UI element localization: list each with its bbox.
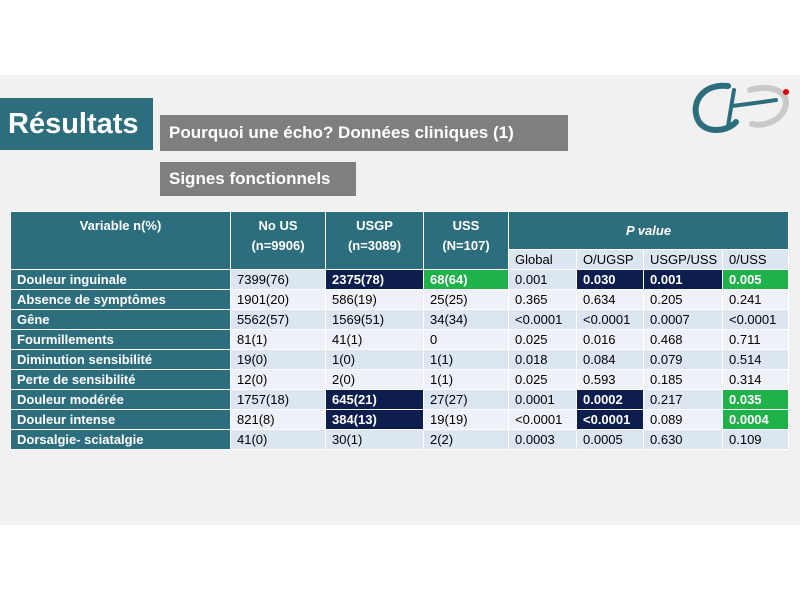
- cell-usgp: 384(13): [325, 409, 424, 430]
- cell-uss: 25(25): [423, 289, 509, 310]
- cell-uss: 0: [423, 329, 509, 350]
- cell-p-o-ugsp: <0.0001: [576, 309, 644, 330]
- row-label: Perte de sensibilité: [10, 369, 231, 390]
- col-header-usgp: USGP (n=3089): [325, 211, 424, 270]
- cell-p-o-ugsp: <0.0001: [576, 409, 644, 430]
- page-subtitle: Pourquoi une écho? Données cliniques (1): [160, 115, 568, 151]
- cell-p-o-ugsp: 0.634: [576, 289, 644, 310]
- row-label: Absence de symptômes: [10, 289, 231, 310]
- cell-p-global: 0.365: [508, 289, 577, 310]
- cell-p-global: 0.025: [508, 369, 577, 390]
- cell-uss: 1(1): [423, 349, 509, 370]
- subheader-global: Global: [508, 249, 577, 270]
- cell-usgp: 30(1): [325, 429, 424, 450]
- cell-p-usgp-uss: 0.001: [643, 269, 723, 290]
- cell-nous: 1757(18): [230, 389, 326, 410]
- cell-uss: 27(27): [423, 389, 509, 410]
- cell-p-o-ugsp: 0.016: [576, 329, 644, 350]
- col-header-pvalue: P value: [507, 211, 790, 250]
- cell-nous: 12(0): [230, 369, 326, 390]
- cell-uss: 19(19): [423, 409, 509, 430]
- cell-p-usgp-uss: 0.630: [643, 429, 723, 450]
- cell-uss: 34(34): [423, 309, 509, 330]
- row-label: Douleur modérée: [10, 389, 231, 410]
- cell-p-o-ugsp: 0.084: [576, 349, 644, 370]
- cell-p-usgp-uss: 0.089: [643, 409, 723, 430]
- cell-uss: 1(1): [423, 369, 509, 390]
- cell-usgp: 2375(78): [325, 269, 424, 290]
- table-row: Absence de symptômes 1901(20) 586(19) 25…: [10, 289, 790, 310]
- cell-nous: 5562(57): [230, 309, 326, 330]
- cell-nous: 1901(20): [230, 289, 326, 310]
- cell-nous: 7399(76): [230, 269, 326, 290]
- row-label: Douleur inguinale: [10, 269, 231, 290]
- row-label: Fourmillements: [10, 329, 231, 350]
- cell-nous: 821(8): [230, 409, 326, 430]
- cell-p-0-uss: 0.241: [721, 289, 790, 310]
- cell-uss: 2(2): [423, 429, 509, 450]
- table-row: Douleur modérée 1757(18) 645(21) 27(27) …: [10, 389, 790, 410]
- cell-usgp: 1569(51): [325, 309, 424, 330]
- cell-usgp: 1(0): [325, 349, 424, 370]
- cell-p-0-uss: <0.0001: [721, 309, 790, 330]
- row-label: Diminution sensibilité: [10, 349, 231, 370]
- row-label: Gêne: [10, 309, 231, 330]
- cell-p-global: 0.025: [508, 329, 577, 350]
- cell-p-usgp-uss: 0.079: [643, 349, 723, 370]
- subheader-usgp-uss: USGP/USS: [643, 249, 723, 270]
- cell-p-0-uss: 0.314: [721, 369, 790, 390]
- cell-nous: 81(1): [230, 329, 326, 350]
- cell-p-usgp-uss: 0.185: [643, 369, 723, 390]
- table-row: Dorsalgie- sciatalgie 41(0) 30(1) 2(2) 0…: [10, 429, 790, 450]
- col-header-uss: USS (N=107): [423, 211, 509, 270]
- table-row: Douleur intense 821(8) 384(13) 19(19) <0…: [10, 409, 790, 430]
- results-table: Variable n(%) No US (n=9906) USGP (n=3089)…: [10, 211, 790, 450]
- cell-p-global: <0.0001: [508, 409, 577, 430]
- cell-p-0-uss: 0.514: [721, 349, 790, 370]
- subheader-0-uss: 0/USS: [721, 249, 790, 270]
- table-row: Perte de sensibilité 12(0) 2(0) 1(1) 0.0…: [10, 369, 790, 390]
- cell-usgp: 2(0): [325, 369, 424, 390]
- cell-nous: 41(0): [230, 429, 326, 450]
- table-row: Fourmillements 81(1) 41(1) 0 0.025 0.016…: [10, 329, 790, 350]
- cell-p-global: 0.001: [508, 269, 577, 290]
- cell-p-o-ugsp: 0.0005: [576, 429, 644, 450]
- cell-p-o-ugsp: 0.030: [576, 269, 644, 290]
- cell-p-global: 0.0001: [508, 389, 577, 410]
- cell-usgp: 41(1): [325, 329, 424, 350]
- subheader-o-ugsp: O/UGSP: [576, 249, 644, 270]
- cell-p-o-ugsp: 0.593: [576, 369, 644, 390]
- table-row: Gêne 5562(57) 1569(51) 34(34) <0.0001 <0…: [10, 309, 790, 330]
- cell-p-usgp-uss: 0.0007: [643, 309, 723, 330]
- table-row: Douleur inguinale 7399(76) 2375(78) 68(6…: [10, 269, 790, 290]
- cell-p-0-uss: 0.711: [721, 329, 790, 350]
- cell-usgp: 586(19): [325, 289, 424, 310]
- cell-p-global: 0.018: [508, 349, 577, 370]
- section-label: Signes fonctionnels: [160, 162, 356, 196]
- col-header-variable: Variable n(%): [10, 211, 231, 270]
- row-label: Douleur intense: [10, 409, 231, 430]
- table-row: Diminution sensibilité 19(0) 1(0) 1(1) 0…: [10, 349, 790, 370]
- cell-p-usgp-uss: 0.217: [643, 389, 723, 410]
- col-header-nous: No US (n=9906): [230, 211, 326, 270]
- cell-p-global: <0.0001: [508, 309, 577, 330]
- cell-p-0-uss: 0.005: [721, 269, 790, 290]
- cell-uss: 68(64): [423, 269, 509, 290]
- cell-usgp: 645(21): [325, 389, 424, 410]
- cell-p-o-ugsp: 0.0002: [576, 389, 644, 410]
- cell-p-0-uss: 0.109: [721, 429, 790, 450]
- cell-p-global: 0.0003: [508, 429, 577, 450]
- cell-p-usgp-uss: 0.205: [643, 289, 723, 310]
- cell-p-0-uss: 0.035: [721, 389, 790, 410]
- chi-logo-icon: [692, 82, 789, 133]
- row-label: Dorsalgie- sciatalgie: [10, 429, 231, 450]
- cell-nous: 19(0): [230, 349, 326, 370]
- cell-p-0-uss: 0.0004: [721, 409, 790, 430]
- page-title: Résultats: [0, 98, 153, 150]
- cell-p-usgp-uss: 0.468: [643, 329, 723, 350]
